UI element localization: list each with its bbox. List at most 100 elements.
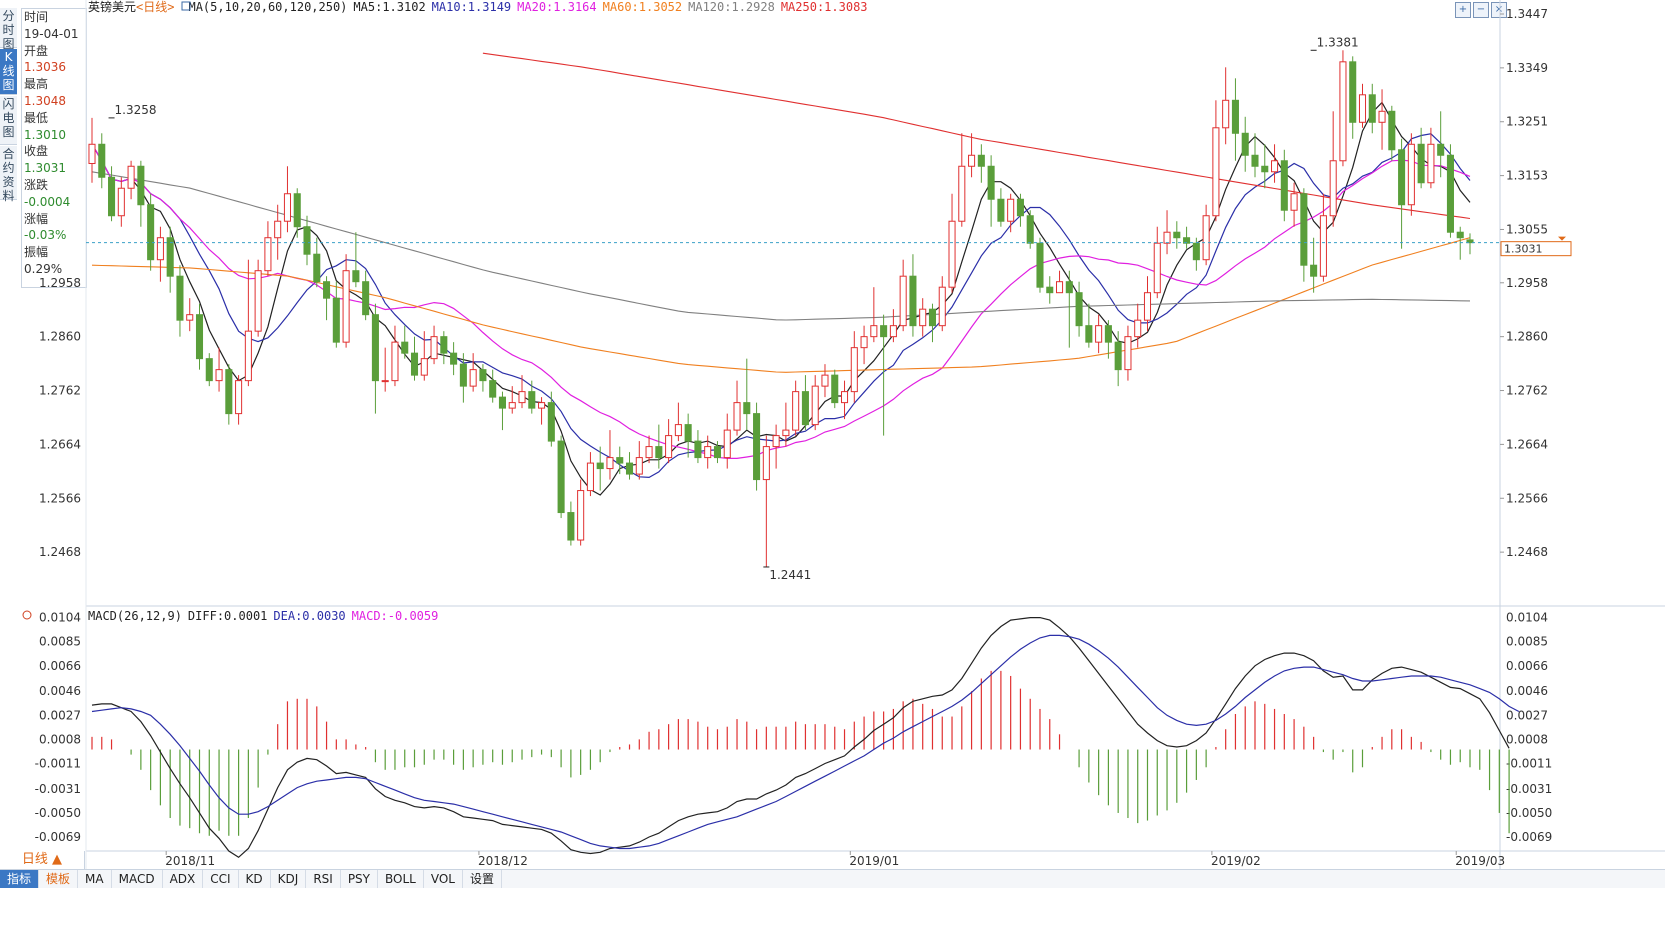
candle-body-7 xyxy=(156,237,164,261)
current-price-box xyxy=(1500,241,1572,257)
candle-body-60 xyxy=(674,424,682,437)
date-label-0: 2018/11 xyxy=(165,854,215,868)
kline-chart[interactable]: 英镑美元<日线> MA(5,10,20,60,120,250) MA5:1.3102… xyxy=(0,0,1665,869)
candle-body-133 xyxy=(1388,110,1396,151)
toolbar-tab-3[interactable]: MACD xyxy=(112,870,163,888)
date-label-3: 2019/02 xyxy=(1211,854,1261,868)
toolbar-tab-4[interactable]: ADX xyxy=(163,870,204,888)
macd-tick-right-7: -0.0031 xyxy=(1506,782,1552,796)
toolbar-tab-10[interactable]: BOLL xyxy=(378,870,424,888)
side-tab-0[interactable]: 分时图 xyxy=(0,8,17,51)
candle-body-8 xyxy=(166,237,174,277)
candle-body-86 xyxy=(928,308,937,327)
candle-body-69 xyxy=(762,446,770,481)
pct-label: 涨幅 xyxy=(24,211,49,226)
macd-tick-right-1: 0.0085 xyxy=(1506,635,1548,649)
candle-body-80 xyxy=(870,325,878,338)
zoom-out-icon[interactable]: − xyxy=(1473,2,1489,18)
candle-body-14 xyxy=(225,369,233,415)
candle-body-56 xyxy=(635,457,643,475)
macd-tick-right-5: 0.0008 xyxy=(1506,732,1548,746)
candle-body-0 xyxy=(88,143,96,165)
close-value: 1.3031 xyxy=(24,161,66,176)
candle-body-93 xyxy=(997,198,1005,222)
candle-body-29 xyxy=(371,314,379,382)
zoom-in-icon[interactable]: + xyxy=(1455,2,1471,18)
candle-body-96 xyxy=(1026,215,1034,244)
date-label-4: 2019/03 xyxy=(1455,854,1505,868)
ma-value-0: MA5:1.3102 xyxy=(353,0,425,14)
candle-body-38 xyxy=(459,363,467,387)
candle-body-52 xyxy=(596,462,604,470)
toolbar-tab-6[interactable]: KD xyxy=(239,870,271,888)
macd-tick-left-6: -0.0011 xyxy=(35,756,81,770)
toolbar-tab-7[interactable]: KDJ xyxy=(271,870,307,888)
macd-tick-right-6: -0.0011 xyxy=(1506,756,1552,770)
macd-value-0: DIFF:0.0001 xyxy=(188,609,267,623)
macd-tick-right-2: 0.0066 xyxy=(1506,659,1548,673)
candle-body-11 xyxy=(195,314,204,360)
ma-value-3: MA60:1.3052 xyxy=(603,0,682,14)
toolbar-tab-8[interactable]: RSI xyxy=(306,870,341,888)
candle-body-39 xyxy=(469,369,477,387)
time-label: 时间 xyxy=(24,10,49,24)
side-tab-3[interactable]: 合约资料 xyxy=(0,146,17,203)
close-label: 收盘 xyxy=(24,144,49,159)
low-label: 最低 xyxy=(24,110,49,125)
low-value: 1.3010 xyxy=(24,127,66,142)
candle-body-37 xyxy=(450,352,458,365)
candle-body-9 xyxy=(176,275,184,321)
bottom-toolbar: 指标 模板 MA MACD ADX CCI KD KDJ RSI PSY BOLL VOL 设置 xyxy=(0,869,1665,888)
candle-body-139 xyxy=(1446,154,1454,233)
macd-tick-left-8: -0.0050 xyxy=(35,806,81,820)
y-tick-label-right-4: 1.3055 xyxy=(1506,222,1548,236)
y-tick-label-right-5: 1.2958 xyxy=(1506,276,1548,290)
candle-body-27 xyxy=(352,270,360,283)
ma-settings-icon xyxy=(181,1,191,11)
candle-body-122 xyxy=(1280,160,1288,211)
candle-body-45 xyxy=(528,391,536,409)
toolbar-tab-0[interactable]: 指标 xyxy=(0,870,40,888)
candle-body-109 xyxy=(1153,242,1161,294)
ma-value-4: MA120:1.2928 xyxy=(688,0,775,14)
candle-body-71 xyxy=(782,429,790,437)
candle-body-92 xyxy=(987,165,995,200)
candle-body-102 xyxy=(1085,325,1093,343)
candle-body-111 xyxy=(1173,231,1181,239)
period-button[interactable]: 日线 ▲ xyxy=(0,851,85,869)
candle-body-4 xyxy=(127,165,135,189)
macd-tick-left-7: -0.0031 xyxy=(35,782,81,796)
macd-tick-left-3: 0.0046 xyxy=(39,684,81,698)
current-price-arrow-icon xyxy=(1558,236,1566,241)
macd-params: MACD(26,12,9) xyxy=(88,609,182,623)
toolbar-tab-12[interactable]: 设置 xyxy=(463,870,502,888)
candle-body-94 xyxy=(1007,198,1015,222)
candle-body-16 xyxy=(244,330,252,382)
candle-body-91 xyxy=(977,154,985,167)
toolbar-tab-1[interactable]: 模板 xyxy=(39,870,79,888)
toolbar-tab-2[interactable]: MA xyxy=(78,870,112,888)
toolbar-tab-9[interactable]: PSY xyxy=(341,870,378,888)
candle-body-25 xyxy=(332,297,340,343)
candle-body-121 xyxy=(1271,160,1279,173)
candle-body-116 xyxy=(1222,99,1230,129)
candle-body-44 xyxy=(518,391,526,404)
candle-body-13 xyxy=(215,369,223,382)
y-tick-label-right-1: 1.3349 xyxy=(1506,61,1548,75)
candle-body-82 xyxy=(889,325,897,338)
candle-body-89 xyxy=(958,165,966,222)
side-tab-2[interactable]: 闪电图 xyxy=(0,96,17,145)
macd-diff-line xyxy=(91,617,1510,859)
toolbar-tab-11[interactable]: VOL xyxy=(424,870,463,888)
high-label: 最高 xyxy=(24,77,49,92)
candle-body-118 xyxy=(1241,132,1249,156)
y-tick-label-right-0: 1.3447 xyxy=(1506,7,1548,21)
candle-body-70 xyxy=(772,435,780,448)
candle-body-28 xyxy=(362,281,370,316)
macd-value-2: MACD:-0.0059 xyxy=(352,609,439,623)
macd-settings-icon xyxy=(22,610,32,620)
toolbar-tab-5[interactable]: CCI xyxy=(203,870,239,888)
symbol-label: 英镑美元 xyxy=(88,0,136,14)
macd-tick-right-3: 0.0046 xyxy=(1506,684,1548,698)
